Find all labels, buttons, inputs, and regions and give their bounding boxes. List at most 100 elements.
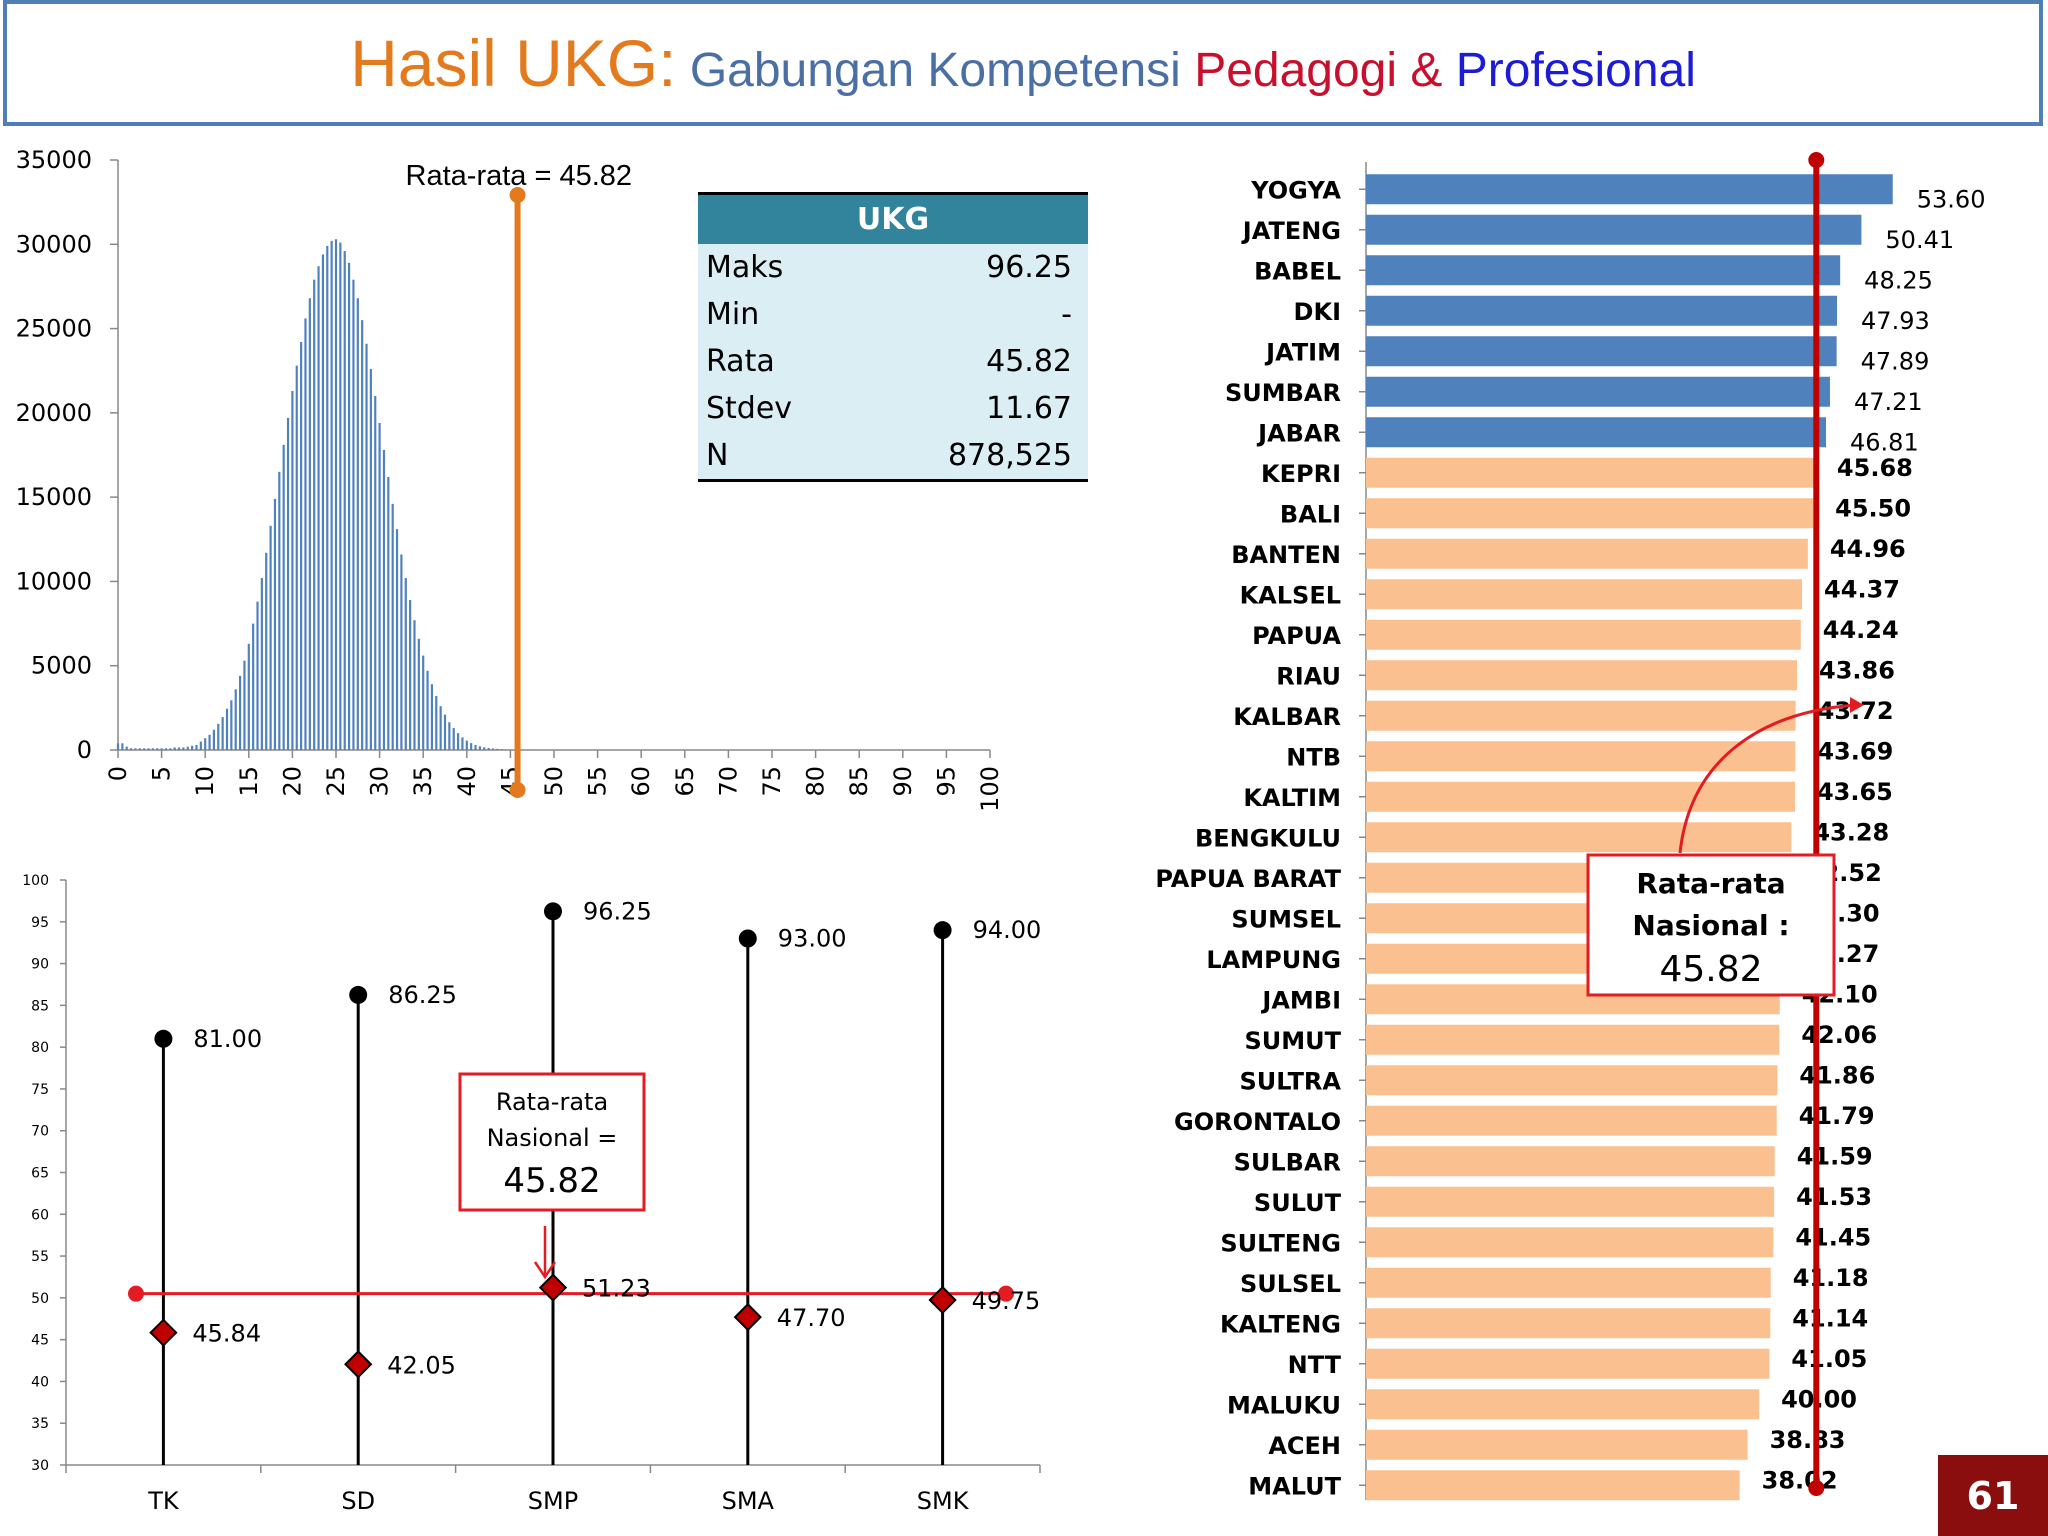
province-bar	[1366, 498, 1814, 529]
histogram-bar	[151, 748, 154, 750]
histogram-bar	[164, 748, 168, 750]
province-callout-line2: Nasional :	[1632, 909, 1789, 942]
histogram-bar	[430, 684, 434, 750]
histogram-bar	[339, 242, 342, 750]
level-max-label: 81.00	[193, 1025, 262, 1053]
province-label: KALTENG	[1220, 1310, 1341, 1338]
mean-line-top-marker	[509, 187, 526, 203]
province-label: PAPUA BARAT	[1155, 865, 1341, 893]
province-label: BENGKULU	[1195, 824, 1341, 852]
province-value-label: 47.89	[1861, 347, 1930, 375]
province-label: JATIM	[1264, 338, 1341, 366]
province-label: SUMSEL	[1231, 905, 1341, 933]
hist-x-tick-label: 95	[932, 766, 960, 797]
province-label: BALI	[1280, 500, 1341, 528]
histogram-bar	[212, 729, 216, 750]
level-mean-point	[538, 1273, 568, 1302]
histogram-bar	[496, 748, 499, 750]
level-max-point	[349, 985, 368, 1004]
histogram-bar	[204, 738, 207, 750]
histogram-bar	[343, 251, 346, 750]
level-y-tick-label: 65	[31, 1166, 49, 1182]
province-value-label: 38.02	[1762, 1466, 1838, 1494]
table-row: Stdev 11.67	[698, 385, 1088, 432]
histogram-bar	[116, 743, 120, 750]
level-y-tick-label: 30	[31, 1458, 49, 1474]
level-category-label: SMA	[722, 1487, 775, 1515]
level-mean-point	[149, 1318, 178, 1347]
level-max-point	[933, 921, 952, 940]
histogram-bar	[369, 369, 372, 750]
hist-x-tick-label: 40	[453, 766, 481, 797]
histogram-bar	[448, 722, 451, 750]
histogram-bar	[352, 279, 355, 750]
histogram-bar	[217, 723, 220, 750]
province-label: KALBAR	[1233, 703, 1341, 731]
level-y-tick-label: 55	[31, 1249, 49, 1265]
province-label: SULUT	[1254, 1189, 1342, 1217]
histogram-bar	[474, 744, 477, 750]
province-value-label: 44.37	[1824, 575, 1900, 603]
histogram-bar	[395, 529, 399, 750]
histogram-bar	[330, 240, 333, 750]
province-label: JAMBI	[1260, 986, 1341, 1014]
histogram-bar	[321, 254, 325, 750]
hist-x-tick-label: 70	[714, 766, 742, 797]
province-value-label: 41.05	[1791, 1345, 1867, 1373]
histogram-bar	[465, 740, 468, 750]
province-label: JABAR	[1256, 419, 1341, 447]
province-bar	[1366, 214, 1862, 245]
callout-arrow-curve	[1678, 703, 1857, 854]
histogram-bar	[191, 745, 194, 750]
histogram-bar	[160, 748, 163, 750]
province-value-label: 46.81	[1850, 428, 1919, 456]
level-max-point	[738, 929, 757, 948]
province-value-label: 41.18	[1793, 1264, 1869, 1292]
mean-line-bottom-marker	[509, 782, 526, 798]
histogram-bar	[186, 746, 189, 750]
histogram-bar	[147, 748, 150, 750]
level-category-label: TK	[147, 1487, 180, 1515]
level-max-label: 93.00	[778, 925, 847, 953]
province-value-label: 45.68	[1837, 454, 1913, 482]
hist-x-tick-label: 20	[278, 766, 306, 797]
level-max-point	[154, 1029, 173, 1048]
province-label: SULBAR	[1234, 1148, 1341, 1176]
histogram-bar	[500, 749, 503, 750]
title-part-1: Hasil UKG:	[350, 26, 677, 100]
province-label: MALUT	[1248, 1472, 1341, 1500]
province-value-label: 41.45	[1795, 1223, 1871, 1251]
histogram-bar	[156, 748, 159, 750]
province-bar	[1366, 700, 1796, 731]
callout-arrow-head	[1850, 697, 1864, 713]
province-label: JATENG	[1241, 217, 1341, 245]
province-value-label: 41.86	[1799, 1061, 1875, 1089]
hist-x-tick-label: 85	[845, 766, 873, 797]
hist-y-tick-label: 10000	[16, 567, 92, 595]
province-label: GORONTALO	[1174, 1108, 1341, 1136]
level-y-tick-label: 60	[31, 1207, 49, 1223]
province-bar	[1366, 1186, 1775, 1217]
province-bar	[1366, 1146, 1775, 1177]
histogram-bar	[265, 552, 268, 750]
level-y-tick-label: 80	[31, 1040, 49, 1056]
level-category-label: SD	[341, 1487, 375, 1515]
province-bar	[1366, 781, 1795, 812]
province-label: LAMPUNG	[1206, 946, 1341, 974]
level-callout-value: 45.82	[503, 1161, 600, 1201]
histogram-bar	[134, 748, 137, 750]
province-label: NTB	[1286, 743, 1341, 771]
province-bar	[1366, 1389, 1760, 1420]
histogram-bar	[177, 747, 181, 750]
level-mean-point	[928, 1285, 957, 1315]
ukg-summary-table: UKG Maks 96.25 Min - Rata 45.82 Stdev 11.67 …	[698, 192, 1088, 482]
histogram-bar	[404, 578, 407, 750]
hist-x-tick-label: 55	[584, 766, 612, 797]
level-y-tick-label: 100	[22, 873, 49, 889]
province-bar	[1366, 376, 1830, 407]
province-bar	[1366, 1267, 1771, 1298]
level-y-tick-label: 75	[31, 1082, 49, 1098]
province-label: RIAU	[1276, 662, 1341, 690]
histogram-bar	[483, 747, 486, 750]
histogram-bar	[129, 748, 133, 750]
